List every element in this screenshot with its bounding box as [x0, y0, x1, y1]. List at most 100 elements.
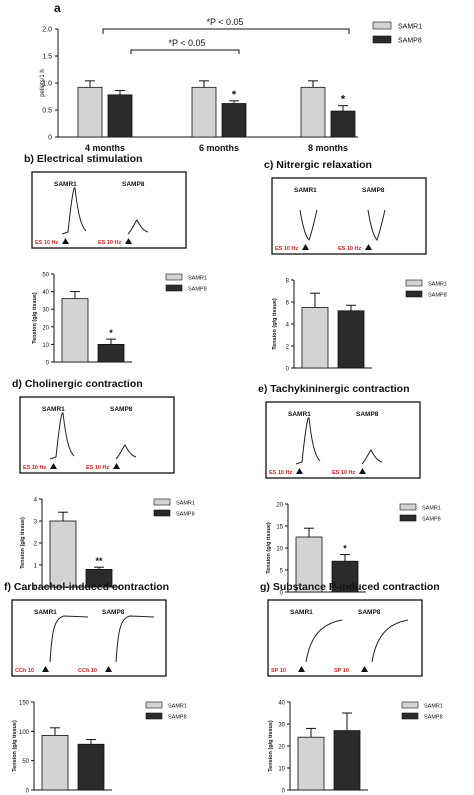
panel-d-stim-arrow-icon: [113, 463, 120, 469]
panel-e-stim-label: ES 10 Hz: [269, 470, 292, 476]
panel-d-trace-samr1: [49, 412, 75, 460]
panel-g-stim-arrow-icon: [361, 666, 368, 672]
panel-a-x-tick-label: 4 months: [85, 143, 125, 153]
panel-c-y-tick-label: 8: [286, 279, 290, 285]
panel-a-y-tick-label: 2.0: [42, 27, 52, 34]
panel-g-y-tick-label: 20: [278, 745, 285, 751]
panel-b-y-label: Tension (g/g tissue): [32, 292, 38, 344]
panel-e-legend-label: SAMR1: [422, 506, 441, 512]
panel-g-trace-label-samp8: SAMP8: [358, 609, 381, 616]
panel-b-trace-label-samp8: SAMP8: [122, 181, 145, 188]
panel-f-legend-swatch: [145, 712, 163, 720]
panel-g-stim-label: SP 10: [271, 668, 286, 674]
panel-b-y-tick-label: 30: [42, 308, 49, 314]
panel-e-y-tick-label: 0: [280, 591, 284, 597]
panel-c-y-tick-label: 6: [286, 301, 290, 307]
panel-e-bar-samr1: [295, 536, 323, 593]
panel-a-bar-samr1: [77, 86, 103, 138]
panel-b-bar-samp8: [97, 343, 125, 363]
panel-e-legend-label: SAMP8: [422, 517, 441, 523]
panel-g-bar-samp8: [333, 730, 361, 791]
panel-f-stim-label: CCh 10: [78, 668, 97, 674]
panel-d-stim-label: ES 10 Hz: [23, 465, 46, 471]
panel-g-trace-samr1: [305, 619, 343, 663]
panel-g-stim-label: SP 10: [334, 668, 349, 674]
panel-g-title: g) Substance P-induced contraction: [260, 581, 440, 593]
panel-f-bar-samp8: [77, 743, 105, 791]
panel-d-legend-swatch: [153, 498, 171, 506]
panel-e-bar-samp8: [331, 560, 359, 593]
panel-a-legend-swatch: [372, 21, 392, 30]
panel-a-legend-swatch: [372, 35, 392, 44]
panel-d-trace-label-samr1: SAMR1: [42, 406, 65, 413]
panel-f-legend-label: SAMP8: [168, 715, 187, 721]
panel-e-legend-swatch: [399, 503, 417, 511]
panel-c-stim-arrow-icon: [365, 244, 372, 250]
panel-a-y-tick-label: 0.5: [42, 108, 52, 115]
panel-a-bracket-label: *P < 0.05: [206, 17, 243, 27]
panel-e-y-tick-label: 20: [276, 503, 283, 509]
panel-f-bar-samr1: [41, 735, 69, 791]
panel-d-bar-samr1: [49, 520, 77, 588]
panel-e-legend-swatch: [399, 514, 417, 522]
panel-d-trace-box: [19, 396, 175, 474]
panel-a-bar-samr1: [300, 86, 326, 138]
panel-g-trace-label-samr1: SAMR1: [290, 609, 313, 616]
panel-f-title: f) Carbachol-induced contraction: [4, 581, 169, 593]
panel-c-y-tick-label: 0: [286, 367, 290, 373]
panel-d-legend-label: SAMP8: [176, 512, 195, 518]
panel-f-stim-arrow-icon: [42, 666, 49, 672]
panel-a-bar-samp8: [221, 103, 247, 138]
panel-g-y-tick-label: 0: [282, 789, 286, 795]
panel-b-stim-arrow-icon: [62, 238, 69, 244]
panel-a-bracket-label: *P < 0.05: [168, 38, 205, 48]
panel-g-trace-box: [267, 599, 423, 677]
panel-c-bar-samp8: [337, 310, 365, 369]
panel-a-bracket-4-6: [130, 49, 240, 54]
panel-c-title: c) Nitrergic relaxation: [264, 159, 372, 171]
panel-d-legend-swatch: [153, 509, 171, 517]
panel-a-legend-label: SAMP8: [398, 38, 422, 45]
panel-c-legend-swatch: [405, 290, 423, 298]
panel-d-title: d) Cholinergic contraction: [12, 378, 143, 390]
panel-c-trace-box: [271, 177, 427, 255]
panel-e-y-tick-label: 5: [280, 569, 284, 575]
panel-f-y-tick-label: 0: [26, 789, 30, 795]
panel-f-trace-label-samr1: SAMR1: [34, 609, 57, 616]
panel-a-letter: a: [54, 1, 61, 15]
panel-f-y-tick-label: 50: [22, 759, 29, 765]
panel-d-significance: **: [95, 556, 103, 566]
panel-a-x-tick-label: 8 months: [308, 143, 348, 153]
panel-f-y-tick-label: 150: [19, 701, 30, 707]
panel-f-stim-label: CCh 10: [15, 668, 34, 674]
panel-g-y-label: Tension (g/g tissue): [268, 720, 274, 772]
panel-c-stim-label: ES 10 Hz: [338, 246, 361, 252]
panel-e-y-tick-label: 15: [276, 525, 283, 531]
panel-g-stim-arrow-icon: [298, 666, 305, 672]
panel-d-legend-label: SAMR1: [176, 501, 195, 507]
panel-g-y-tick-label: 30: [278, 723, 285, 729]
panel-c-legend-label: SAMR1: [428, 282, 447, 288]
panel-d-stim-label: ES 10 Hz: [86, 465, 109, 471]
panel-f-trace-samr1: [49, 615, 89, 663]
panel-c-stim-arrow-icon: [302, 244, 309, 250]
panel-b-y-tick-label: 50: [42, 273, 49, 279]
panel-b-y-tick-label: 40: [42, 290, 49, 296]
panel-b-legend-swatch: [165, 284, 183, 292]
panel-c-trace-samp8: [367, 209, 386, 241]
panel-f-y-label: Tension (g/g tissue): [12, 720, 18, 772]
panel-b-title: b) Electrical stimulation: [24, 153, 142, 165]
panel-f-y-tick-label: 100: [19, 730, 30, 736]
panel-e-y-tick-label: 10: [276, 547, 283, 553]
panel-f-trace-label-samp8: SAMP8: [102, 609, 125, 616]
panel-c-y-tick-label: 4: [286, 323, 290, 329]
panel-b-stim-arrow-icon: [125, 238, 132, 244]
panel-e-stim-arrow-icon: [359, 468, 366, 474]
panel-d-y-tick-label: 3: [34, 520, 38, 526]
panel-d-y-label: Tension (g/g tissue): [20, 517, 26, 569]
panel-c-legend-swatch: [405, 279, 423, 287]
panel-e-trace-samp8: [361, 449, 383, 465]
panel-a-bar-samp8: [107, 94, 133, 138]
panel-b-trace-label-samr1: SAMR1: [54, 181, 77, 188]
panel-e-trace-label-samp8: SAMP8: [356, 411, 379, 418]
